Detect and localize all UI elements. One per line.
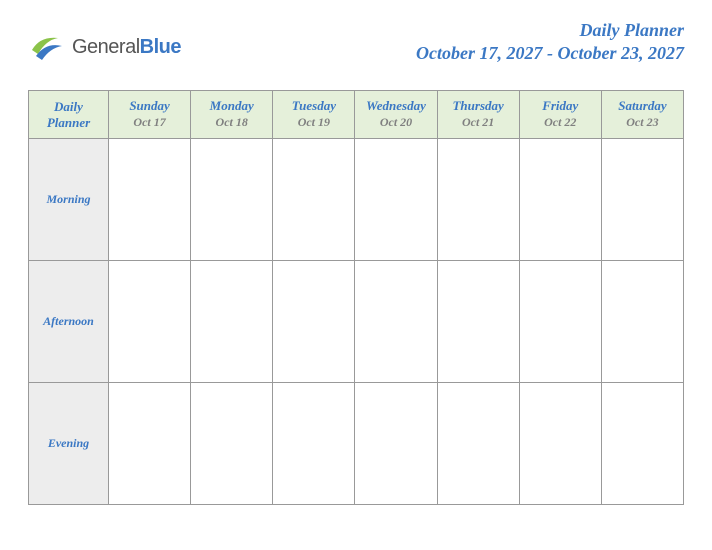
- day-header-monday: Monday Oct 18: [191, 91, 273, 139]
- planner-cell[interactable]: [109, 139, 191, 261]
- planner-cell[interactable]: [273, 261, 355, 383]
- day-date: Oct 20: [361, 115, 430, 131]
- table-row-evening: Evening: [29, 383, 684, 505]
- day-header-saturday: Saturday Oct 23: [601, 91, 683, 139]
- day-name: Friday: [526, 98, 595, 115]
- header-row: Daily Planner Sunday Oct 17 Monday Oct 1…: [29, 91, 684, 139]
- day-name: Thursday: [444, 98, 513, 115]
- header-titles: Daily Planner October 17, 2027 - October…: [416, 20, 684, 64]
- day-name: Wednesday: [361, 98, 430, 115]
- planner-cell[interactable]: [355, 139, 437, 261]
- planner-cell[interactable]: [109, 261, 191, 383]
- day-header-sunday: Sunday Oct 17: [109, 91, 191, 139]
- planner-cell[interactable]: [601, 139, 683, 261]
- logo-text-blue: Blue: [140, 36, 181, 58]
- time-label-morning: Morning: [29, 139, 109, 261]
- planner-cell[interactable]: [601, 261, 683, 383]
- planner-cell[interactable]: [355, 383, 437, 505]
- day-date: Oct 19: [279, 115, 348, 131]
- day-header-thursday: Thursday Oct 21: [437, 91, 519, 139]
- planner-cell[interactable]: [519, 383, 601, 505]
- logo-text: GeneralBlue: [72, 36, 181, 59]
- page-title: Daily Planner: [416, 20, 684, 41]
- table-row-afternoon: Afternoon: [29, 261, 684, 383]
- corner-cell: Daily Planner: [29, 91, 109, 139]
- page-subtitle: October 17, 2027 - October 23, 2027: [416, 43, 684, 64]
- day-header-wednesday: Wednesday Oct 20: [355, 91, 437, 139]
- day-date: Oct 17: [115, 115, 184, 131]
- planner-cell[interactable]: [519, 261, 601, 383]
- day-name: Sunday: [115, 98, 184, 115]
- planner-cell[interactable]: [437, 261, 519, 383]
- planner-cell[interactable]: [437, 383, 519, 505]
- day-name: Saturday: [608, 98, 677, 115]
- planner-cell[interactable]: [191, 139, 273, 261]
- planner-cell[interactable]: [273, 383, 355, 505]
- day-date: Oct 23: [608, 115, 677, 131]
- logo: GeneralBlue: [28, 28, 181, 66]
- table-row-morning: Morning: [29, 139, 684, 261]
- day-date: Oct 22: [526, 115, 595, 131]
- planner-cell[interactable]: [519, 139, 601, 261]
- planner-cell[interactable]: [191, 261, 273, 383]
- header-row: GeneralBlue Daily Planner October 17, 20…: [28, 20, 684, 66]
- planner-cell[interactable]: [437, 139, 519, 261]
- time-label-evening: Evening: [29, 383, 109, 505]
- planner-cell[interactable]: [273, 139, 355, 261]
- time-label-afternoon: Afternoon: [29, 261, 109, 383]
- day-header-friday: Friday Oct 22: [519, 91, 601, 139]
- planner-cell[interactable]: [601, 383, 683, 505]
- day-date: Oct 21: [444, 115, 513, 131]
- day-date: Oct 18: [197, 115, 266, 131]
- planner-cell[interactable]: [355, 261, 437, 383]
- day-name: Tuesday: [279, 98, 348, 115]
- logo-swoosh-icon: [28, 28, 66, 66]
- planner-table: Daily Planner Sunday Oct 17 Monday Oct 1…: [28, 90, 684, 505]
- day-header-tuesday: Tuesday Oct 19: [273, 91, 355, 139]
- day-name: Monday: [197, 98, 266, 115]
- planner-cell[interactable]: [109, 383, 191, 505]
- logo-text-gray: General: [72, 36, 140, 58]
- planner-cell[interactable]: [191, 383, 273, 505]
